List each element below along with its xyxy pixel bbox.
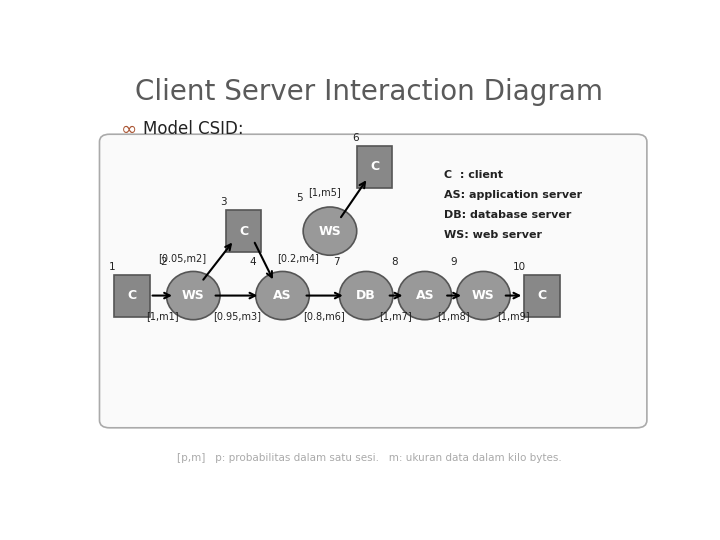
FancyBboxPatch shape — [225, 210, 261, 252]
Text: 9: 9 — [450, 257, 456, 267]
Text: 5: 5 — [297, 193, 303, 203]
Text: [0.05,m2]: [0.05,m2] — [158, 253, 206, 263]
Text: C: C — [127, 289, 136, 302]
Text: [1,m1]: [1,m1] — [146, 312, 179, 321]
FancyBboxPatch shape — [524, 274, 560, 316]
Text: WS: WS — [318, 225, 341, 238]
Text: Client Server Interaction Diagram: Client Server Interaction Diagram — [135, 78, 603, 106]
Text: [0.8,m6]: [0.8,m6] — [304, 312, 345, 321]
Text: 10: 10 — [513, 262, 526, 272]
Text: ∞: ∞ — [121, 120, 137, 139]
Text: DB: database server: DB: database server — [444, 210, 572, 220]
Text: AS: AS — [415, 289, 434, 302]
Text: 3: 3 — [220, 197, 228, 207]
Text: 7: 7 — [333, 257, 339, 267]
Text: AS: application server: AS: application server — [444, 190, 582, 200]
Ellipse shape — [256, 272, 310, 320]
Ellipse shape — [398, 272, 451, 320]
Ellipse shape — [166, 272, 220, 320]
Text: DB: DB — [356, 289, 376, 302]
Text: C  : client: C : client — [444, 170, 503, 180]
Text: Model CSID:: Model CSID: — [143, 120, 243, 138]
Text: WS: web server: WS: web server — [444, 230, 542, 240]
Ellipse shape — [303, 207, 356, 255]
Text: 6: 6 — [352, 133, 359, 143]
Ellipse shape — [339, 272, 393, 320]
Text: [1,m5]: [1,m5] — [308, 187, 341, 198]
Text: WS: WS — [182, 289, 204, 302]
Text: C: C — [239, 225, 248, 238]
Text: [p,m]   p: probabilitas dalam satu sesi.   m: ukuran data dalam kilo bytes.: [p,m] p: probabilitas dalam satu sesi. m… — [176, 453, 562, 463]
Text: 8: 8 — [392, 257, 398, 267]
Text: AS: AS — [273, 289, 292, 302]
Text: 4: 4 — [249, 257, 256, 267]
Text: 2: 2 — [160, 257, 166, 267]
Text: 1: 1 — [109, 262, 116, 272]
Text: WS: WS — [472, 289, 495, 302]
Text: C: C — [370, 160, 379, 173]
Text: C: C — [537, 289, 546, 302]
Ellipse shape — [456, 272, 510, 320]
FancyBboxPatch shape — [99, 134, 647, 428]
Text: [1,m7]: [1,m7] — [379, 312, 412, 321]
FancyBboxPatch shape — [356, 146, 392, 188]
Text: [1,m8]: [1,m8] — [438, 312, 470, 321]
FancyBboxPatch shape — [114, 274, 150, 316]
Text: [0.95,m3]: [0.95,m3] — [212, 312, 261, 321]
Text: [1,m9]: [1,m9] — [498, 312, 530, 321]
Text: [0.2,m4]: [0.2,m4] — [277, 253, 319, 263]
